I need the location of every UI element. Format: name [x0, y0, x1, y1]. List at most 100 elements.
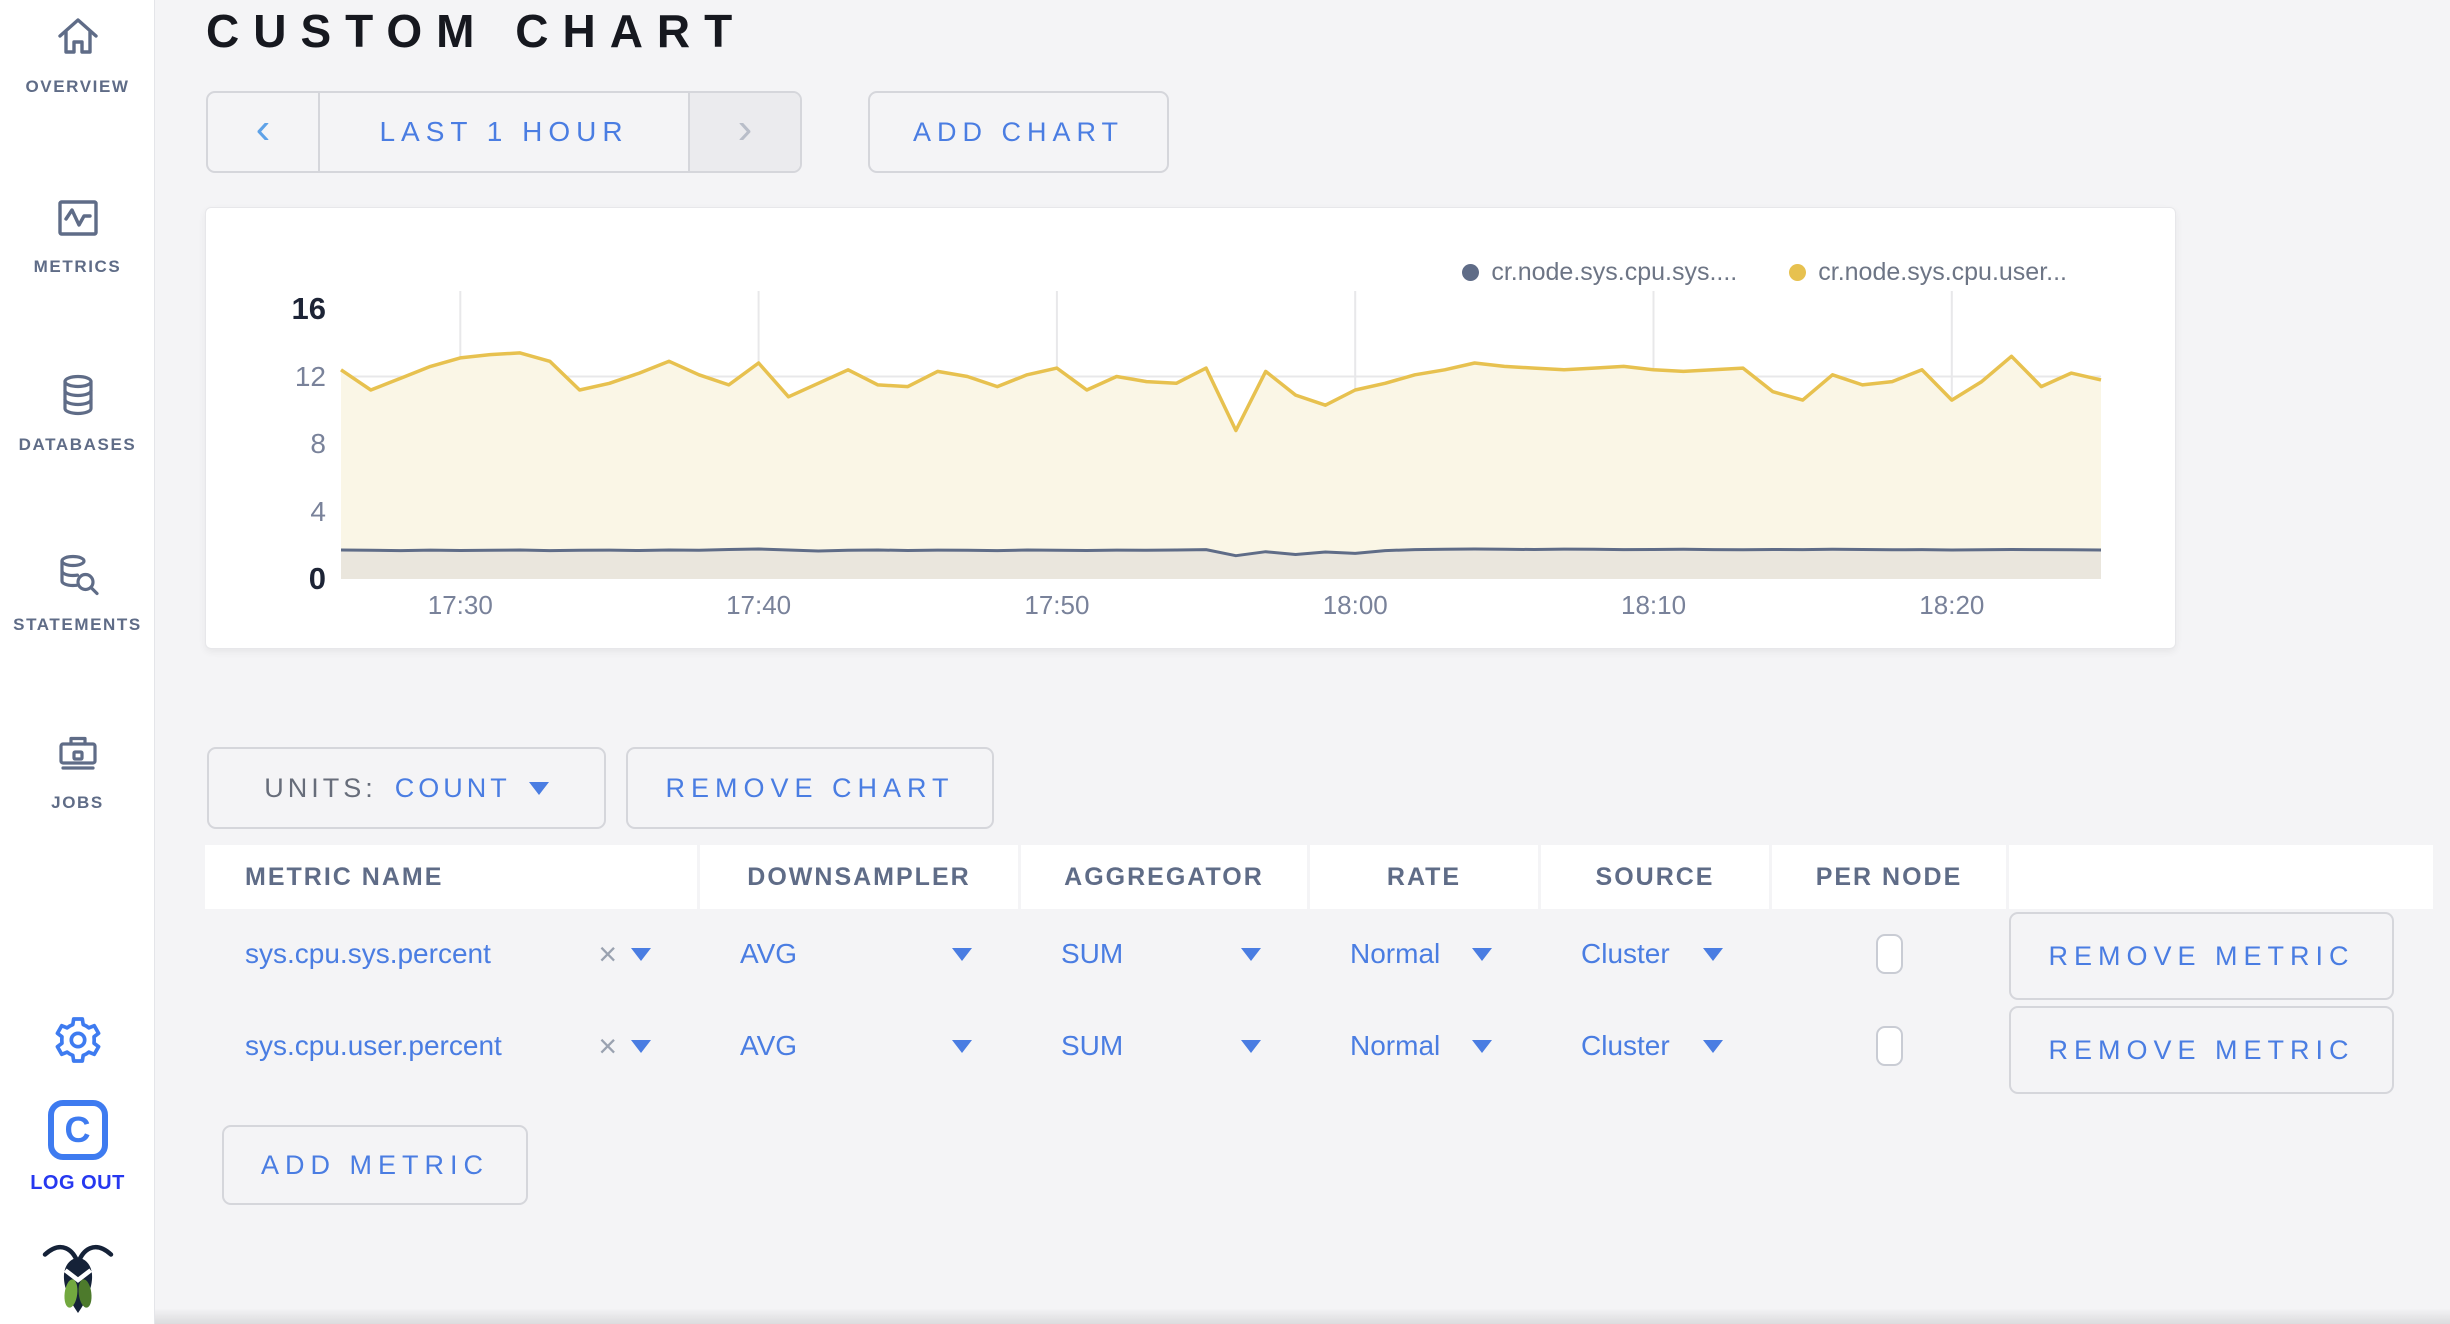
clear-icon[interactable]: ×: [598, 1028, 617, 1064]
cockroachdb-logo: [0, 1238, 155, 1321]
metric-name-value: sys.cpu.sys.percent: [245, 938, 491, 969]
chevron-down-icon: [1472, 947, 1492, 961]
per-node-checkbox[interactable]: [1875, 934, 1903, 974]
chevron-down-icon: [528, 781, 549, 795]
logout-label: LOG OUT: [30, 1172, 125, 1194]
legend-dot-icon: [1462, 264, 1480, 281]
aggregator-select[interactable]: SUM: [1021, 908, 1307, 1000]
time-range-next-button[interactable]: ›: [688, 93, 800, 171]
metrics-table-header: METRIC NAME DOWNSAMPLER AGGREGATOR RATE …: [205, 845, 2433, 909]
legend-label: cr.node.sys.cpu.user...: [1818, 258, 2067, 286]
chevron-down-icon: [1472, 1039, 1492, 1053]
chevron-down-icon: [1703, 1039, 1723, 1053]
jobs-icon: [54, 730, 102, 783]
legend-item[interactable]: cr.node.sys.cpu.user...: [1789, 258, 2067, 287]
legend-label: cr.node.sys.cpu.sys....: [1491, 258, 1738, 286]
add-chart-button[interactable]: ADD CHART: [868, 91, 1169, 173]
scroll-shadow: [155, 1308, 2450, 1324]
metric-name-select[interactable]: ×: [598, 938, 651, 970]
sidebar-item-label: JOBS: [51, 793, 104, 812]
column-header-per-node: PER NODE: [1772, 845, 2006, 909]
logout-button[interactable]: C LOG OUT: [0, 1100, 155, 1195]
remove-chart-button[interactable]: REMOVE CHART: [626, 747, 994, 829]
chart-svg: [340, 291, 2102, 579]
legend-item[interactable]: cr.node.sys.cpu.sys....: [1462, 258, 1737, 287]
add-metric-button[interactable]: ADD METRIC: [222, 1125, 528, 1205]
per-node-checkbox[interactable]: [1875, 1026, 1903, 1066]
units-value: COUNT: [394, 772, 511, 803]
chevron-left-icon: ‹: [255, 104, 271, 153]
time-range-selector: ‹ LAST 1 HOUR ›: [206, 91, 802, 173]
y-tick-label: 0: [308, 561, 326, 596]
statements-icon: [54, 552, 102, 605]
y-axis-labels: 16 12 8 4 0: [206, 291, 326, 596]
page-title: CUSTOM CHART: [206, 5, 747, 57]
sidebar-item-statements[interactable]: STATEMENTS: [0, 552, 155, 656]
downsampler-select[interactable]: AVG: [700, 908, 1018, 1000]
metrics-icon: [54, 194, 102, 247]
sidebar-item-label: OVERVIEW: [25, 77, 130, 96]
source-select[interactable]: Cluster: [1541, 1000, 1769, 1092]
metric-name-select[interactable]: ×: [598, 1030, 651, 1062]
chart-legend: cr.node.sys.cpu.sys.... cr.node.sys.cpu.u…: [1462, 258, 2067, 287]
column-header-metric-name: METRIC NAME: [205, 845, 697, 909]
remove-metric-button[interactable]: REMOVE METRIC: [2009, 1006, 2394, 1094]
cockroach-bug-icon: [42, 1238, 114, 1321]
chevron-down-icon: [631, 947, 651, 961]
sidebar: OVERVIEW METRICS DATABASES: [0, 0, 155, 1324]
metric-name-value: sys.cpu.user.percent: [245, 1030, 502, 1061]
remove-metric-button[interactable]: REMOVE METRIC: [2009, 912, 2394, 1000]
cockroach-c-icon: C: [47, 1100, 108, 1160]
sidebar-item-label: STATEMENTS: [13, 615, 142, 634]
clear-icon[interactable]: ×: [598, 936, 617, 972]
sidebar-item-jobs[interactable]: JOBS: [0, 730, 155, 834]
time-range-prev-button[interactable]: ‹: [208, 93, 320, 171]
downsampler-select[interactable]: AVG: [700, 1000, 1018, 1092]
units-label: UNITS:: [264, 772, 377, 803]
chevron-down-icon: [1241, 947, 1261, 961]
rate-select[interactable]: Normal: [1310, 1000, 1538, 1092]
chart-plot-area[interactable]: [340, 291, 2102, 581]
sidebar-item-databases[interactable]: DATABASES: [0, 372, 155, 476]
chevron-down-icon: [952, 947, 972, 961]
chevron-right-icon: ›: [737, 104, 753, 153]
chart-card: cr.node.sys.cpu.sys.... cr.node.sys.cpu.u…: [205, 207, 2176, 649]
x-tick-label: 17:30: [427, 590, 493, 620]
aggregator-select[interactable]: SUM: [1021, 1000, 1307, 1092]
y-tick-label: 12: [294, 360, 326, 392]
x-tick-label: 17:50: [1024, 590, 1090, 620]
x-tick-label: 17:40: [726, 590, 792, 620]
sidebar-item-metrics[interactable]: METRICS: [0, 194, 155, 298]
source-select[interactable]: Cluster: [1541, 908, 1769, 1000]
column-header-downsampler: DOWNSAMPLER: [700, 845, 1018, 909]
chevron-down-icon: [1703, 947, 1723, 961]
x-tick-label: 18:10: [1620, 590, 1687, 620]
rate-select[interactable]: Normal: [1310, 908, 1538, 1000]
column-header-source: SOURCE: [1541, 845, 1769, 909]
y-tick-label: 8: [310, 428, 326, 459]
databases-icon: [54, 372, 102, 425]
chevron-down-icon: [1241, 1039, 1261, 1053]
home-icon: [54, 14, 102, 67]
x-axis-labels: 17:30 17:40 17:50 18:00 18:10 18:20: [341, 590, 2101, 626]
gear-icon: [52, 1014, 104, 1071]
table-row: sys.cpu.sys.percent × AVG SUM Normal Clu…: [205, 908, 2006, 1000]
settings-button[interactable]: [0, 1014, 155, 1071]
sidebar-item-overview[interactable]: OVERVIEW: [0, 14, 155, 118]
y-tick-label: 4: [310, 495, 326, 527]
column-header-aggregator: AGGREGATOR: [1021, 845, 1307, 909]
sidebar-item-label: METRICS: [33, 257, 122, 276]
chevron-down-icon: [631, 1039, 651, 1053]
table-row: sys.cpu.user.percent × AVG SUM Normal Cl…: [205, 1000, 2006, 1092]
time-range-dropdown[interactable]: LAST 1 HOUR: [379, 116, 629, 147]
sidebar-item-label: DATABASES: [18, 435, 137, 454]
y-tick-label: 16: [291, 291, 326, 326]
column-header-actions: [2009, 845, 2433, 909]
units-dropdown[interactable]: UNITS: COUNT: [207, 747, 606, 829]
legend-dot-icon: [1789, 264, 1807, 281]
chevron-down-icon: [952, 1039, 972, 1053]
x-tick-label: 18:00: [1322, 590, 1388, 620]
column-header-rate: RATE: [1310, 845, 1538, 909]
x-tick-label: 18:20: [1919, 590, 1985, 620]
